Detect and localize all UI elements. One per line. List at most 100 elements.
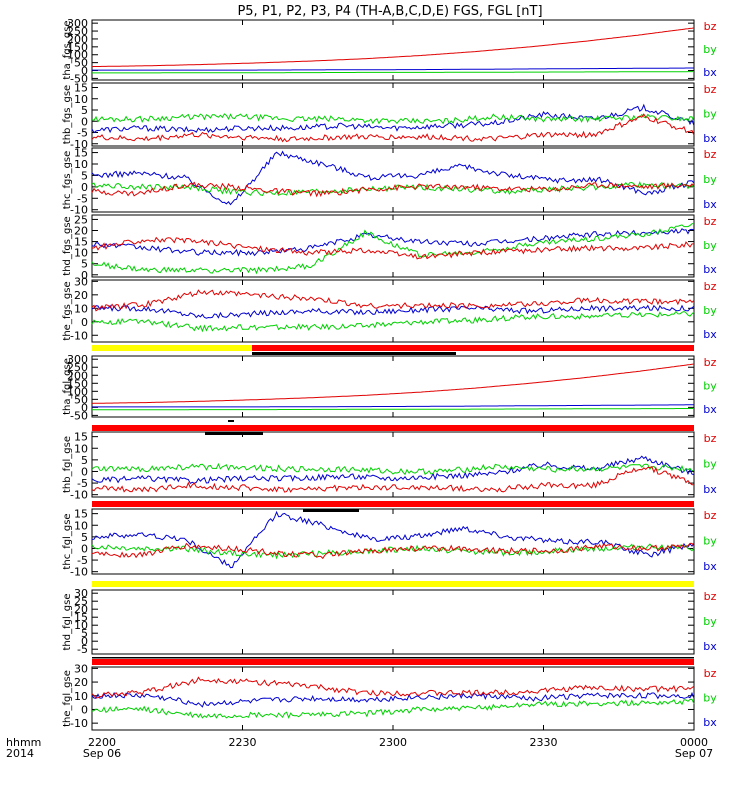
legend-by: by — [703, 304, 717, 317]
y-tick-label: -10 — [70, 717, 88, 730]
legend-bz: bz — [704, 215, 717, 228]
series-line-bx — [91, 510, 695, 569]
series-line-by — [92, 408, 694, 411]
series-line-by — [91, 543, 695, 560]
y-tick-label: 150 — [67, 377, 88, 390]
x-tick-label-time: 2230 — [229, 736, 257, 749]
legend-bx: bx — [703, 716, 717, 729]
legend-by: by — [703, 43, 717, 56]
series-line-bz — [91, 181, 695, 198]
series-line-by — [91, 698, 695, 719]
legend-by: by — [703, 108, 717, 121]
x-tick-label-date: Sep 06 — [83, 747, 121, 760]
series-line-bx — [91, 228, 695, 257]
y-tick-label: 20 — [74, 225, 88, 238]
y-tick-label: 30 — [74, 587, 88, 600]
y-tick-label: -10 — [70, 204, 88, 217]
status-bar — [205, 432, 263, 435]
legend-bz: bz — [704, 356, 717, 369]
legend-by: by — [703, 239, 717, 252]
y-tick-label: 15 — [74, 431, 88, 444]
series-line-bz — [91, 542, 695, 560]
legend-by: by — [703, 615, 717, 628]
y-tick-label: 0 — [81, 181, 88, 194]
x-tick-label-time: 0000 — [680, 736, 708, 749]
status-bar — [252, 352, 456, 355]
legend-bz: bz — [704, 509, 717, 522]
legend-bz: bz — [704, 590, 717, 603]
status-bar — [92, 345, 252, 351]
status-bar — [92, 581, 694, 587]
series-line-bz — [91, 363, 695, 404]
y-axis-label: thb_fgs_gse — [62, 85, 73, 144]
series-line-bx — [91, 150, 695, 206]
y-tick-label: 50 — [74, 393, 88, 406]
y-tick-label: 10 — [74, 302, 88, 315]
status-bar — [92, 425, 694, 431]
legend-bz: bz — [704, 432, 717, 445]
y-tick-label: -10 — [70, 138, 88, 151]
y-tick-label: 150 — [67, 41, 88, 54]
y-tick-label: -10 — [70, 489, 88, 502]
status-bar — [228, 420, 234, 422]
series-line-bz — [91, 27, 695, 68]
y-tick-label: 10 — [74, 690, 88, 703]
panel-frame — [91, 355, 695, 418]
y-tick-label: 5 — [81, 454, 88, 467]
y-tick-label: 0 — [81, 635, 88, 648]
y-tick-label: 100 — [67, 49, 88, 62]
y-tick-label: 20 — [74, 603, 88, 616]
series-line-by — [91, 310, 695, 333]
x-tick-label-date: Sep 07 — [675, 747, 713, 760]
series-line-by — [91, 462, 695, 476]
x-axis-year-label: 2014 — [6, 747, 34, 760]
y-tick-label: 20 — [74, 289, 88, 302]
chart-title: P5, P1, P2, P3, P4 (TH-A,B,C,D,E) FGS, F… — [237, 4, 542, 19]
y-tick-label: 200 — [67, 369, 88, 382]
x-tick-label-time: 2300 — [379, 736, 407, 749]
y-tick-label: -5 — [77, 192, 88, 205]
y-tick-label: 5 — [81, 169, 88, 182]
panel-frame — [91, 279, 695, 343]
panel-frame — [91, 147, 695, 213]
y-axis-label: thd_fgs_gse — [62, 216, 73, 275]
y-tick-label: 0 — [81, 115, 88, 128]
series-line-bx — [92, 404, 694, 408]
status-bar — [252, 345, 694, 351]
legend-by: by — [703, 535, 717, 548]
y-tick-label: 30 — [74, 275, 88, 288]
series-line-bx — [91, 103, 695, 134]
x-tick-label-time: 2200 — [88, 736, 116, 749]
y-axis-label: thc_fgs_gse — [62, 151, 73, 210]
y-tick-label: 25 — [74, 213, 88, 226]
y-axis-label: tha_fgl_gse — [62, 358, 73, 415]
series-line-by — [91, 223, 695, 275]
y-tick-label: 0 — [81, 465, 88, 478]
status-bar — [303, 509, 359, 512]
series-line-by — [92, 71, 694, 74]
panel-frame — [91, 19, 695, 81]
legend-bz: bz — [704, 280, 717, 293]
panel-frame — [91, 589, 695, 655]
y-tick-label: 5 — [81, 627, 88, 640]
y-tick-label: 300 — [67, 17, 88, 30]
legend-by: by — [703, 173, 717, 186]
y-tick-label: 15 — [74, 82, 88, 95]
x-tick-label-time: 2330 — [530, 736, 558, 749]
series-line-bz — [91, 289, 695, 312]
y-tick-label: 50 — [74, 57, 88, 70]
y-tick-label: 15 — [74, 611, 88, 624]
y-tick-label: -5 — [77, 127, 88, 140]
y-tick-label: -10 — [70, 329, 88, 342]
legend-by: by — [703, 458, 717, 471]
status-bar-group — [92, 345, 694, 665]
y-tick-label: 10 — [74, 442, 88, 455]
y-tick-label: -5 — [77, 643, 88, 656]
legend-bx: bx — [703, 328, 717, 341]
status-bar — [92, 501, 694, 507]
